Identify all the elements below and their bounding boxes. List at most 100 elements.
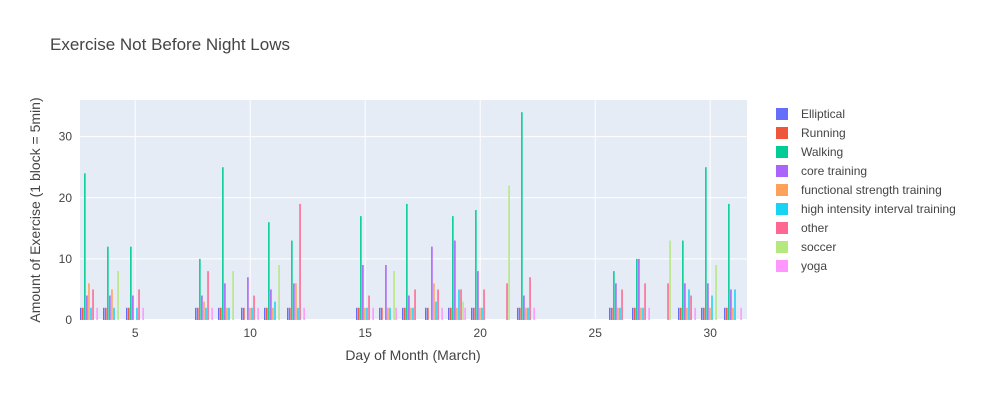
bar-core-training[interactable]: [385, 265, 387, 320]
bar-walking[interactable]: [360, 216, 362, 320]
bar-running[interactable]: [680, 307, 682, 320]
bar-high-intensity-interval-training[interactable]: [113, 307, 115, 320]
bar-core-training[interactable]: [293, 283, 295, 320]
bar-high-intensity-interval-training[interactable]: [481, 307, 483, 320]
bar-soccer[interactable]: [669, 240, 671, 320]
bar-functional-strength-training[interactable]: [226, 307, 228, 320]
bar-walking[interactable]: [107, 246, 109, 320]
bar-yoga[interactable]: [464, 307, 466, 320]
bar-elliptical[interactable]: [678, 307, 680, 320]
bar-other[interactable]: [506, 283, 508, 320]
bar-other[interactable]: [253, 295, 255, 320]
bar-running[interactable]: [634, 307, 636, 320]
bar-walking[interactable]: [268, 222, 270, 320]
bar-core-training[interactable]: [523, 295, 525, 320]
bar-high-intensity-interval-training[interactable]: [619, 307, 621, 320]
bar-functional-strength-training[interactable]: [479, 307, 481, 320]
bar-functional-strength-training[interactable]: [410, 307, 412, 320]
bar-other[interactable]: [414, 289, 416, 320]
bar-elliptical[interactable]: [448, 307, 450, 320]
bar-high-intensity-interval-training[interactable]: [711, 295, 713, 320]
bar-elliptical[interactable]: [264, 307, 266, 320]
bar-high-intensity-interval-training[interactable]: [734, 289, 736, 320]
bar-elliptical[interactable]: [425, 307, 427, 320]
bar-soccer[interactable]: [715, 265, 717, 320]
bar-other[interactable]: [207, 271, 209, 320]
bar-walking[interactable]: [452, 216, 454, 320]
bar-high-intensity-interval-training[interactable]: [412, 307, 414, 320]
bar-other[interactable]: [621, 289, 623, 320]
bar-high-intensity-interval-training[interactable]: [90, 307, 92, 320]
legend-item-running[interactable]: Running: [776, 126, 846, 140]
bar-core-training[interactable]: [86, 295, 88, 320]
bar-running[interactable]: [519, 307, 521, 320]
bar-elliptical[interactable]: [379, 307, 381, 320]
bar-high-intensity-interval-training[interactable]: [435, 301, 437, 320]
bar-functional-strength-training[interactable]: [525, 307, 527, 320]
bar-other[interactable]: [644, 283, 646, 320]
bar-walking[interactable]: [521, 112, 523, 320]
bar-soccer[interactable]: [232, 271, 234, 320]
bar-functional-strength-training[interactable]: [364, 307, 366, 320]
bar-running[interactable]: [289, 307, 291, 320]
bar-elliptical[interactable]: [701, 307, 703, 320]
bar-running[interactable]: [128, 307, 130, 320]
bar-running[interactable]: [266, 307, 268, 320]
bar-elliptical[interactable]: [402, 307, 404, 320]
legend[interactable]: Elliptical Running Walking core training fun…: [776, 107, 956, 273]
bar-running[interactable]: [611, 307, 613, 320]
bar-core-training[interactable]: [431, 246, 433, 320]
bar-walking[interactable]: [613, 271, 615, 320]
bar-functional-strength-training[interactable]: [387, 307, 389, 320]
bar-soccer[interactable]: [508, 185, 510, 320]
legend-item-yoga[interactable]: yoga: [776, 259, 827, 273]
legend-item-walking[interactable]: Walking: [776, 145, 843, 159]
bar-soccer[interactable]: [278, 265, 280, 320]
bar-elliptical[interactable]: [126, 307, 128, 320]
bar-high-intensity-interval-training[interactable]: [688, 289, 690, 320]
bar-running[interactable]: [197, 307, 199, 320]
bar-core-training[interactable]: [615, 283, 617, 320]
bar-core-training[interactable]: [684, 283, 686, 320]
bar-functional-strength-training[interactable]: [617, 307, 619, 320]
bar-running[interactable]: [473, 307, 475, 320]
bar-functional-strength-training[interactable]: [709, 307, 711, 320]
bar-core-training[interactable]: [454, 240, 456, 320]
bar-elliptical[interactable]: [195, 307, 197, 320]
legend-item-elliptical[interactable]: Elliptical: [776, 107, 845, 121]
bar-core-training[interactable]: [707, 283, 709, 320]
bar-functional-strength-training[interactable]: [640, 307, 642, 320]
bar-elliptical[interactable]: [609, 307, 611, 320]
bar-yoga[interactable]: [372, 307, 374, 320]
bar-elliptical[interactable]: [103, 307, 105, 320]
bar-core-training[interactable]: [362, 265, 364, 320]
bar-high-intensity-interval-training[interactable]: [389, 307, 391, 320]
bar-running[interactable]: [220, 307, 222, 320]
bar-high-intensity-interval-training[interactable]: [228, 307, 230, 320]
bar-walking[interactable]: [475, 210, 477, 320]
bar-high-intensity-interval-training[interactable]: [251, 307, 253, 320]
bar-running[interactable]: [404, 307, 406, 320]
bar-other[interactable]: [368, 295, 370, 320]
bar-functional-strength-training[interactable]: [111, 289, 113, 320]
bar-functional-strength-training[interactable]: [249, 307, 251, 320]
bar-yoga[interactable]: [441, 307, 443, 320]
bar-functional-strength-training[interactable]: [203, 301, 205, 320]
bar-elliptical[interactable]: [632, 307, 634, 320]
bar-high-intensity-interval-training[interactable]: [274, 301, 276, 320]
bar-other[interactable]: [299, 203, 301, 320]
legend-item-high-intensity-interval-training[interactable]: high intensity interval training: [776, 202, 956, 216]
bar-running[interactable]: [427, 307, 429, 320]
bar-functional-strength-training[interactable]: [272, 307, 274, 320]
bar-core-training[interactable]: [109, 295, 111, 320]
bar-walking[interactable]: [84, 173, 86, 320]
bar-other[interactable]: [529, 277, 531, 320]
bar-core-training[interactable]: [224, 283, 226, 320]
bar-elliptical[interactable]: [517, 307, 519, 320]
bar-elliptical[interactable]: [471, 307, 473, 320]
bar-yoga[interactable]: [257, 307, 259, 320]
bar-other[interactable]: [437, 289, 439, 320]
bar-running[interactable]: [703, 307, 705, 320]
bar-running[interactable]: [450, 307, 452, 320]
bar-core-training[interactable]: [132, 295, 134, 320]
